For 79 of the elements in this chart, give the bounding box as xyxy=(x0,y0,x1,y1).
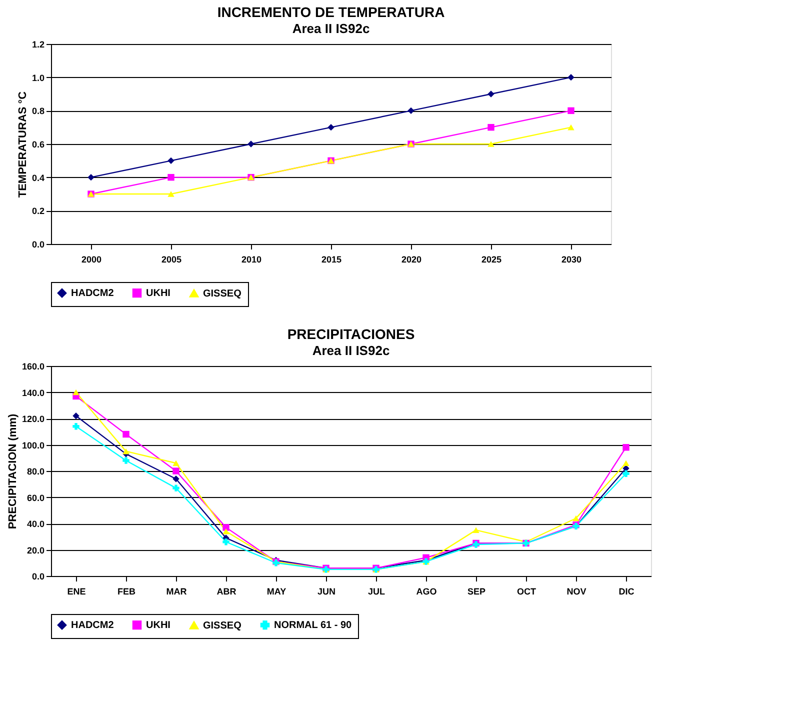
x-tick-label: 2000 xyxy=(81,254,102,264)
legend-label: GISSEQ xyxy=(203,620,242,632)
y-axis-title: PRECIPITACION (mm) xyxy=(6,414,19,530)
point xyxy=(122,448,130,454)
x-tick-label: DIC xyxy=(618,586,635,596)
x-tick-label: JUN xyxy=(317,586,336,596)
y-tick-label: 80.0 xyxy=(26,466,44,476)
point xyxy=(172,460,180,466)
y-tick-label: 0.8 xyxy=(32,106,44,116)
point xyxy=(488,124,494,131)
legend-label: HADCM2 xyxy=(71,620,114,632)
point xyxy=(568,74,574,81)
point xyxy=(568,107,574,114)
y-tick-label: 100.0 xyxy=(22,440,44,450)
point xyxy=(172,476,180,482)
point xyxy=(72,423,80,430)
x-tick-label: ABR xyxy=(216,586,237,596)
x-tick-label: NOV xyxy=(566,586,586,596)
legend-label: GISSEQ xyxy=(203,288,242,300)
point xyxy=(222,528,230,534)
point xyxy=(248,140,254,148)
chart-title: PRECIPITACIONES xyxy=(287,326,415,342)
x-tick-label: MAR xyxy=(166,586,188,596)
x-tick-label: OCT xyxy=(517,586,536,596)
x-tick-label: 2015 xyxy=(321,254,342,264)
y-axis-title: TEMPERATURAS °C xyxy=(16,91,29,198)
point xyxy=(172,468,180,474)
point xyxy=(622,460,630,466)
point xyxy=(488,90,494,98)
y-tick-label: 40.0 xyxy=(26,519,44,529)
x-tick-label: 2005 xyxy=(161,254,182,264)
point xyxy=(222,538,230,546)
y-tick-label: 120.0 xyxy=(22,414,44,424)
y-tick-label: 0.0 xyxy=(32,240,44,250)
point xyxy=(568,124,574,130)
y-tick-label: 1.0 xyxy=(32,72,44,83)
x-tick-label: 2030 xyxy=(561,254,582,264)
x-tick-label: 2010 xyxy=(241,254,262,264)
y-tick-label: 1.2 xyxy=(32,40,44,50)
point xyxy=(408,107,414,114)
legend-label: NORMAL 61 - 90 xyxy=(274,620,352,632)
point xyxy=(168,157,174,164)
y-tick-label: 20.0 xyxy=(26,545,44,556)
x-tick-label: MAY xyxy=(266,586,286,596)
x-tick-label: JUL xyxy=(368,586,386,596)
point xyxy=(88,174,94,181)
point xyxy=(72,412,80,420)
point xyxy=(622,470,630,477)
point xyxy=(172,484,180,492)
chart-subtitle: Area II IS92c xyxy=(292,21,370,36)
x-tick-label: SEP xyxy=(467,586,486,596)
point xyxy=(72,389,80,396)
point xyxy=(572,515,580,522)
point xyxy=(222,524,230,531)
y-tick-label: 0.6 xyxy=(32,140,44,150)
legend-label: UKHI xyxy=(146,288,171,300)
point xyxy=(168,191,174,197)
y-tick-label: 160.0 xyxy=(22,362,44,372)
x-tick-label: AGO xyxy=(416,586,437,596)
point xyxy=(122,430,130,438)
point xyxy=(122,457,130,464)
y-tick-label: 0.4 xyxy=(32,172,44,183)
y-tick-label: 140.0 xyxy=(22,388,44,398)
x-tick-label: 2020 xyxy=(401,254,422,264)
x-tick-label: FEB xyxy=(118,586,136,596)
legend-label: HADCM2 xyxy=(71,288,114,300)
point xyxy=(622,444,630,451)
chart-subtitle: Area II IS92c xyxy=(312,343,390,358)
point xyxy=(328,124,334,131)
legend-label: UKHI xyxy=(146,620,171,632)
point xyxy=(472,527,480,533)
x-tick-label: 2025 xyxy=(481,254,502,264)
y-tick-label: 0.0 xyxy=(32,572,44,582)
chart-title: INCREMENTO DE TEMPERATURA xyxy=(217,4,445,20)
point xyxy=(168,174,174,181)
y-tick-label: 60.0 xyxy=(26,492,44,503)
x-tick-label: ENE xyxy=(67,586,86,596)
point xyxy=(488,141,494,147)
y-tick-label: 0.2 xyxy=(32,206,44,216)
